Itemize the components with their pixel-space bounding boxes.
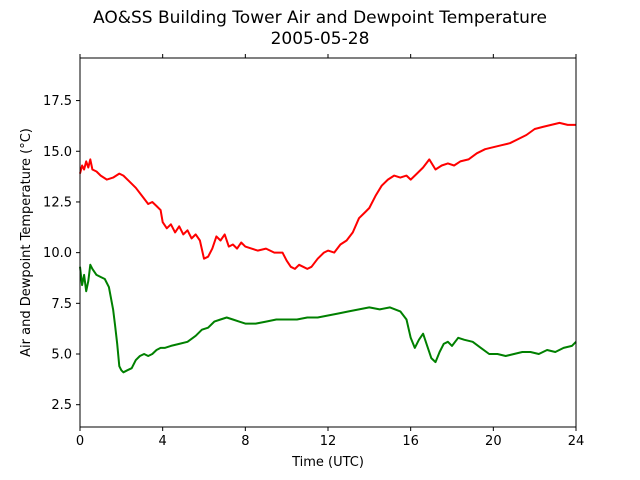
plot-frame (79, 57, 577, 428)
y-tick-label: 12.5 (43, 195, 72, 210)
x-axis-label: Time (UTC) (291, 455, 364, 470)
series-line-2 (79, 263, 577, 374)
x-tick-label: 4 (159, 434, 167, 449)
x-tick-label: 8 (241, 434, 249, 449)
x-tick-label: 0 (76, 434, 84, 449)
series-line-1 (79, 121, 576, 270)
y-axis-label: Air and Dewpoint Temperature (°C) (19, 128, 34, 357)
y-tick-label: 15.0 (43, 145, 72, 160)
y-tick-label: 5.0 (51, 348, 72, 363)
y-tick-label: 7.5 (51, 297, 72, 312)
x-tick-label: 20 (485, 434, 502, 449)
x-ticks: 0 4 8 12 16 20 24 (76, 54, 584, 449)
series-layer (79, 121, 577, 374)
y-tick-label: 10.0 (43, 246, 72, 261)
y-tick-label: 2.5 (51, 398, 72, 413)
x-tick-label: 24 (568, 434, 585, 449)
y-ticks: 2.5 5.0 7.5 10.0 12.5 15.0 17.5 (43, 94, 80, 413)
x-tick-label: 16 (402, 434, 419, 449)
y-tick-label: 17.5 (43, 94, 72, 109)
x-tick-label: 12 (320, 434, 337, 449)
chart-subtitle: 2005-05-28 (270, 29, 370, 49)
chart-title: AO&SS Building Tower Air and Dewpoint Te… (92, 8, 547, 28)
